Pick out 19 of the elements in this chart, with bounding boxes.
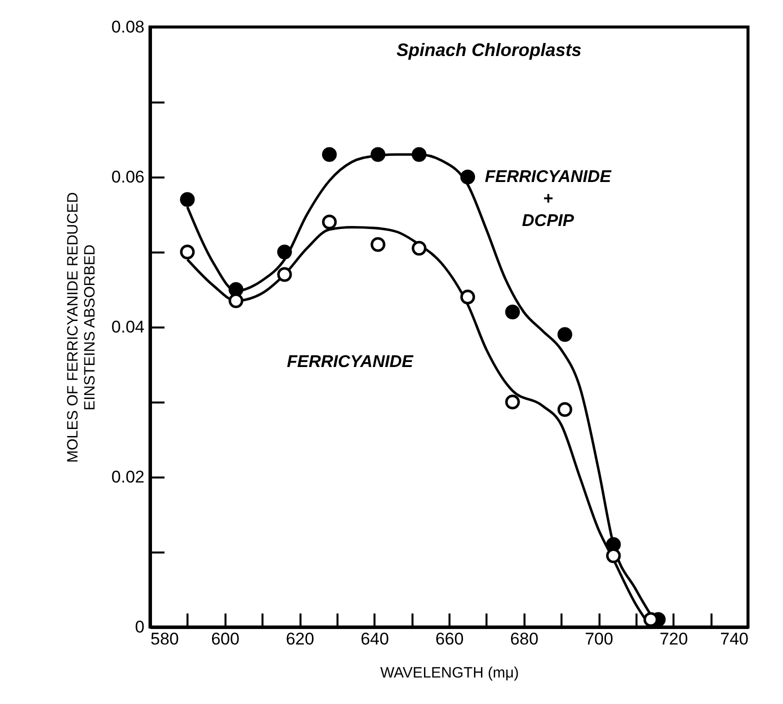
x-tick-label: 620 (286, 630, 314, 648)
x-axis-title: WAVELENGTH (mμ) (380, 664, 519, 682)
annotation: FERRICYANIDE + DCPIP (484, 167, 612, 230)
x-tick-label: 720 (660, 630, 688, 648)
x-tick-label: 580 (150, 630, 179, 648)
y-tick-label: 0.06 (111, 168, 144, 186)
annotation: FERRICYANIDE (286, 352, 414, 371)
y-tick-label: 0.02 (111, 468, 144, 486)
y-tick-label: 0 (135, 618, 144, 636)
x-tick-label: 660 (435, 630, 464, 648)
x-tick-label: 680 (510, 630, 538, 648)
y-axis-title: MOLES OF FERRICYANIDE REDUCED EINSTEINS ABSORBED (64, 192, 98, 463)
x-tick-label: 700 (584, 630, 614, 648)
x-tick-label: 600 (211, 630, 240, 648)
x-tick-label: 640 (360, 630, 389, 648)
x-tick-label: 740 (720, 630, 748, 648)
y-tick-label: 0.08 (111, 18, 144, 36)
y-tick-label: 0.04 (111, 318, 144, 336)
text: Spinach Chloroplasts (396, 40, 582, 60)
